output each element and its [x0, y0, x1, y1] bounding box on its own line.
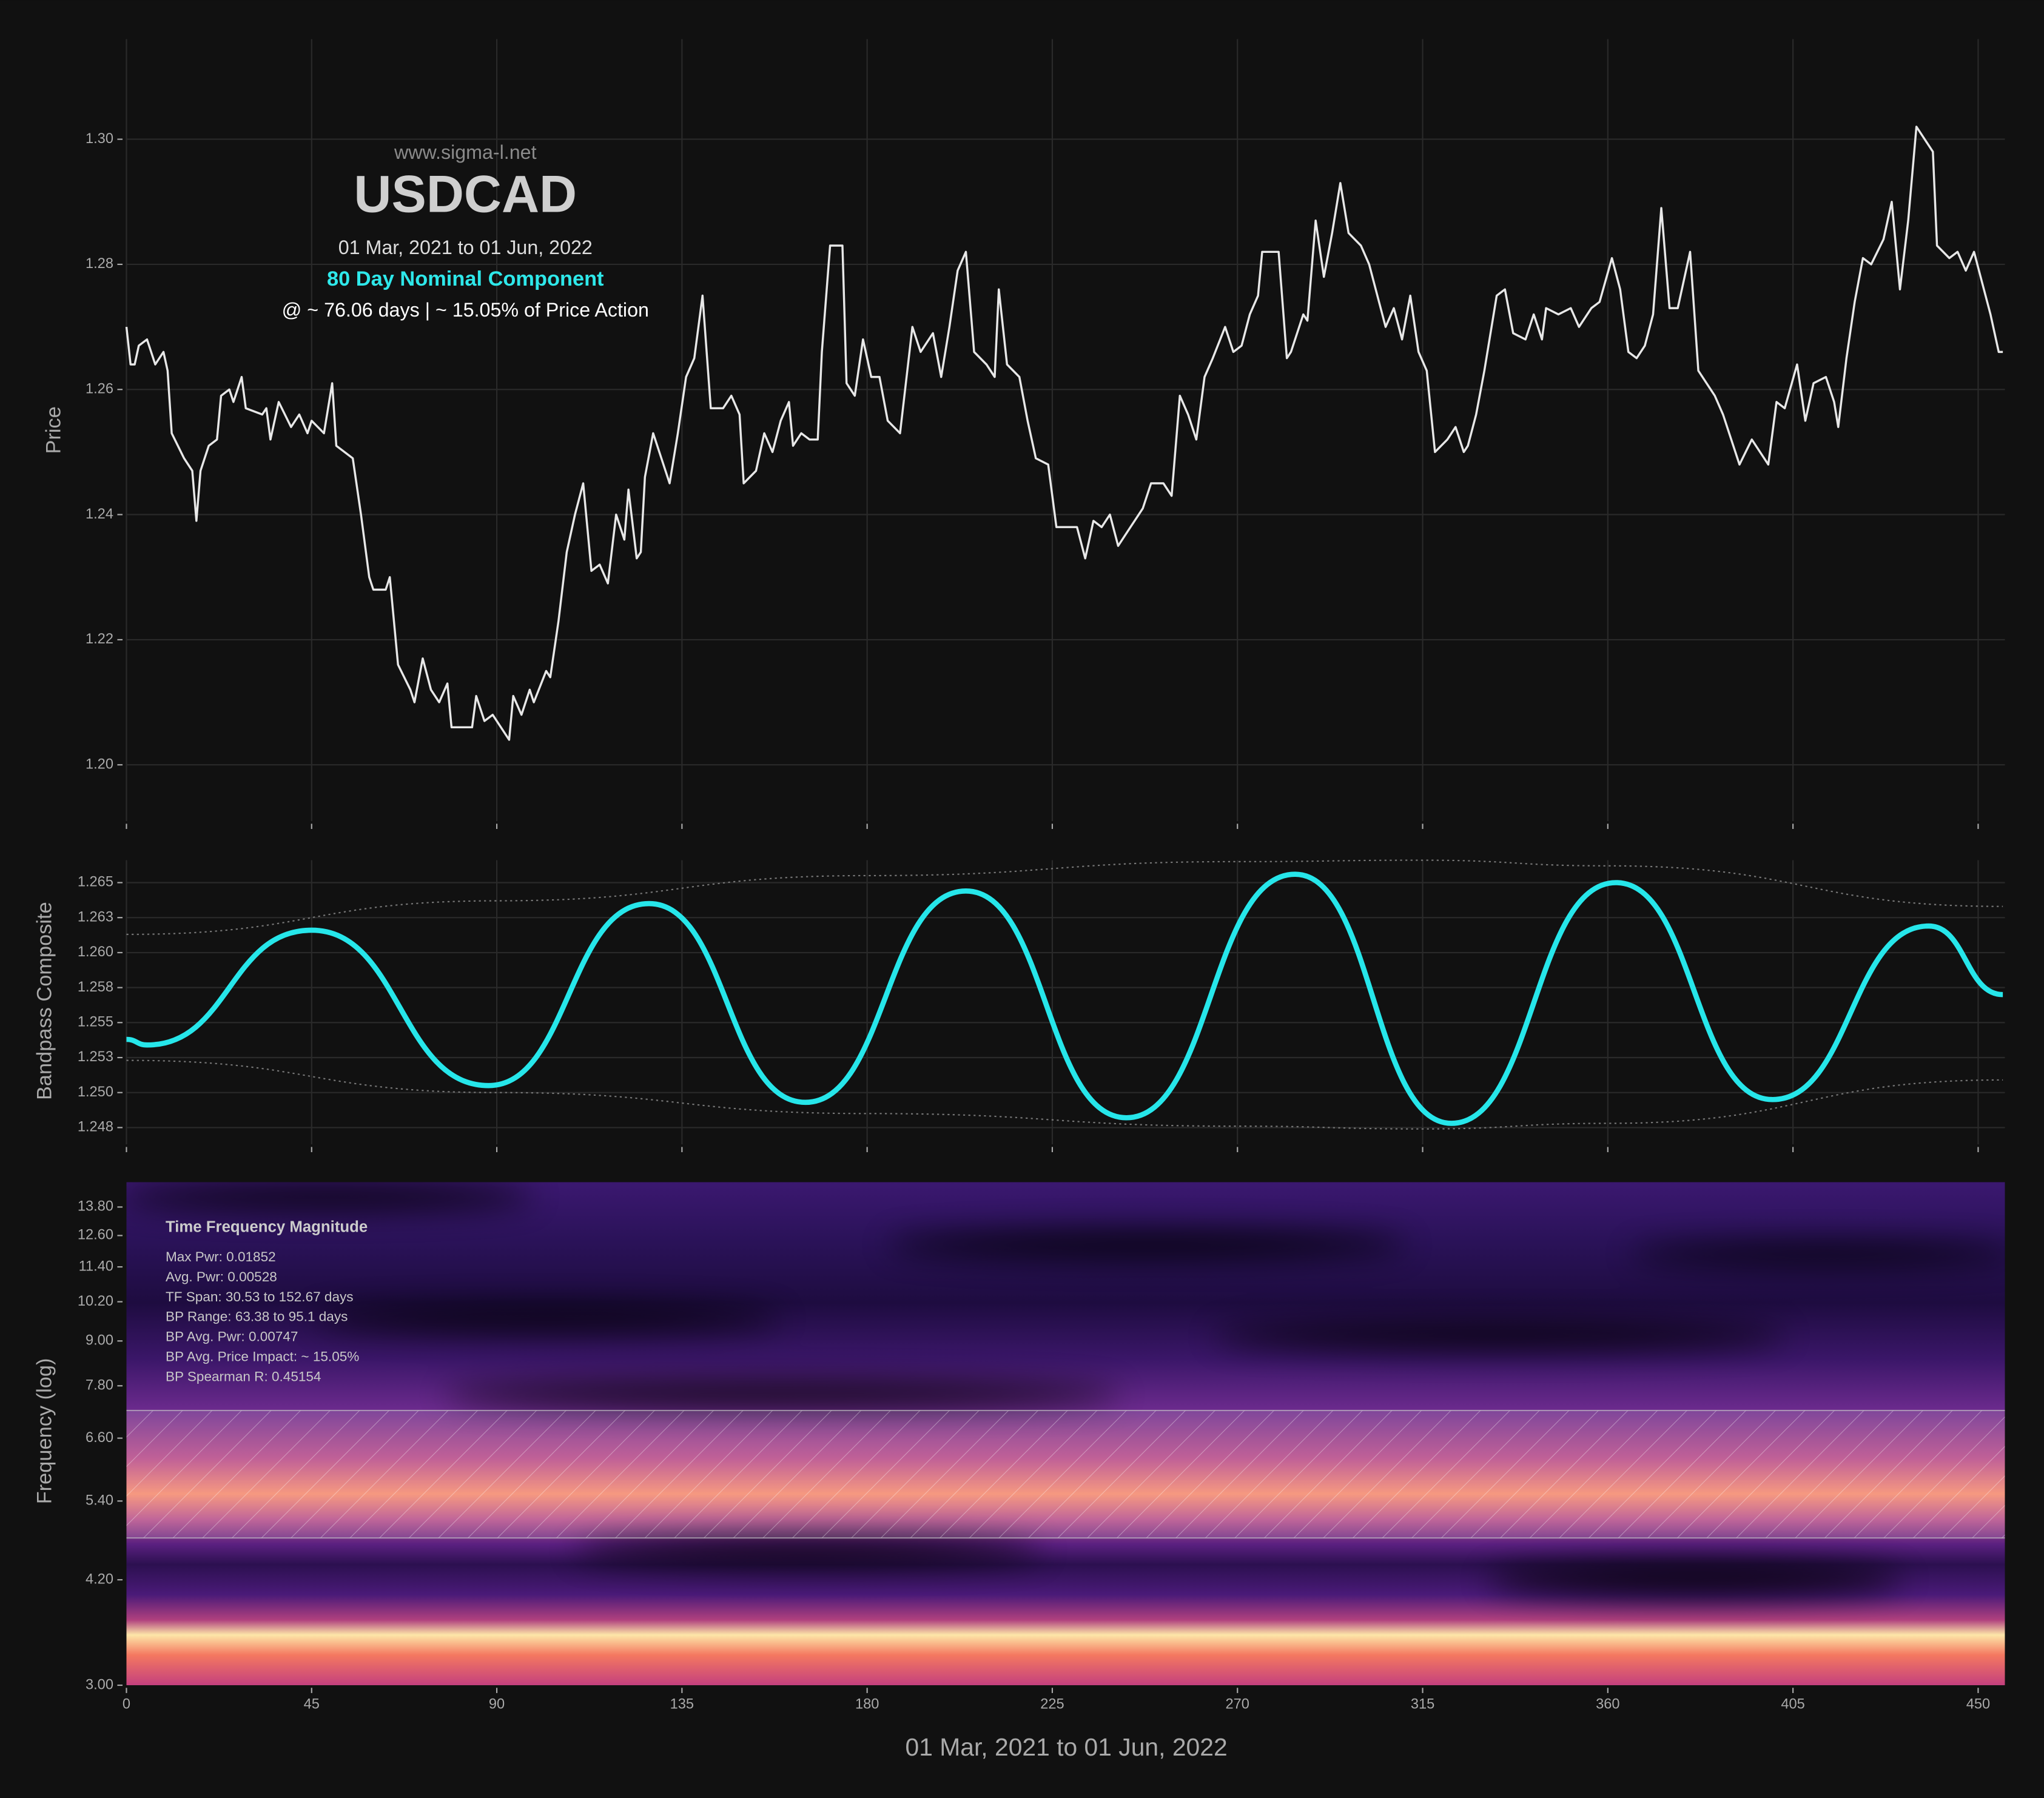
info-line: Max Pwr: 0.01852: [166, 1249, 276, 1264]
envelope-line: [126, 1059, 2003, 1130]
info-line: BP Avg. Price Impact: ~ 15.05%: [166, 1349, 359, 1364]
title: USDCAD: [354, 165, 577, 223]
info-title: Time Frequency Magnitude: [166, 1218, 368, 1235]
x-tick-label: 315: [1411, 1697, 1434, 1712]
x-tick-label: 0: [123, 1697, 130, 1712]
x-tick-label: 405: [1781, 1697, 1804, 1712]
series-line: [125, 126, 2003, 741]
info-line: BP Avg. Pwr: 0.00747: [166, 1329, 298, 1344]
y-tick-label: 5.40: [86, 1493, 113, 1509]
y-tick-label: 1.255: [78, 1015, 113, 1030]
y-tick-label: 12.60: [78, 1227, 113, 1243]
x-tick-label: 180: [855, 1697, 879, 1712]
x-tick-label: 270: [1226, 1697, 1249, 1712]
y-tick-label: 9.00: [86, 1333, 113, 1349]
caption: @ ~ 76.06 days | ~ 15.05% of Price Actio…: [282, 299, 649, 321]
y-tick-label: 1.26: [86, 381, 113, 397]
y-axis-label: Price: [42, 406, 65, 454]
y-tick-label: 11.40: [79, 1258, 113, 1274]
x-tick-label: 45: [304, 1697, 320, 1712]
info-line: Avg. Pwr: 0.00528: [166, 1269, 277, 1284]
y-tick-label: 1.253: [78, 1049, 113, 1065]
y-tick-label: 1.28: [86, 256, 113, 272]
y-tick-label: 3.00: [86, 1677, 113, 1692]
y-tick-label: 1.22: [86, 631, 113, 647]
subtitle: 01 Mar, 2021 to 01 Jun, 2022: [338, 236, 593, 258]
watermark: www.sigma-l.net: [394, 141, 537, 163]
y-tick-label: 13.80: [78, 1199, 113, 1215]
info-line: TF Span: 30.53 to 152.67 days: [166, 1289, 354, 1304]
band-hatch: [126, 1410, 2005, 1538]
y-tick-label: 1.24: [86, 506, 113, 522]
y-tick-label: 1.250: [78, 1084, 113, 1100]
y-tick-label: 1.30: [86, 131, 113, 147]
plot-layer: 1.20 1.22 1.24 1.26 1.28 1.30 1.248 1.250 1.253 1…: [78, 39, 2005, 1712]
x-tick-label: 360: [1596, 1697, 1619, 1712]
x-tick-label: 225: [1040, 1697, 1064, 1712]
y-tick-label: 7.80: [86, 1378, 113, 1394]
info-line: BP Spearman R: 0.45154: [166, 1369, 321, 1384]
y-tick-label: 4.20: [86, 1571, 113, 1587]
y-tick-label: 1.20: [86, 756, 113, 772]
y-axis-label: Frequency (log): [33, 1358, 56, 1504]
y-tick-label: 6.60: [86, 1430, 113, 1446]
x-tick-label: 450: [1966, 1697, 1990, 1712]
x-axis-label: 01 Mar, 2021 to 01 Jun, 2022: [905, 1733, 1227, 1761]
y-tick-label: 1.260: [78, 944, 113, 960]
series-line: [126, 871, 2003, 1126]
y-tick-label: 1.265: [78, 874, 113, 890]
y-tick-label: 1.263: [78, 909, 113, 925]
y-tick-label: 10.20: [78, 1293, 113, 1309]
y-axis-label: Bandpass Composite: [33, 902, 56, 1100]
component: 80 Day Nominal Component: [327, 267, 604, 290]
x-tick-label: 135: [670, 1697, 694, 1712]
info-line: BP Range: 63.38 to 95.1 days: [166, 1309, 348, 1324]
y-tick-label: 1.258: [78, 979, 113, 995]
y-tick-label: 1.248: [78, 1119, 113, 1135]
x-tick-label: 90: [489, 1697, 505, 1712]
